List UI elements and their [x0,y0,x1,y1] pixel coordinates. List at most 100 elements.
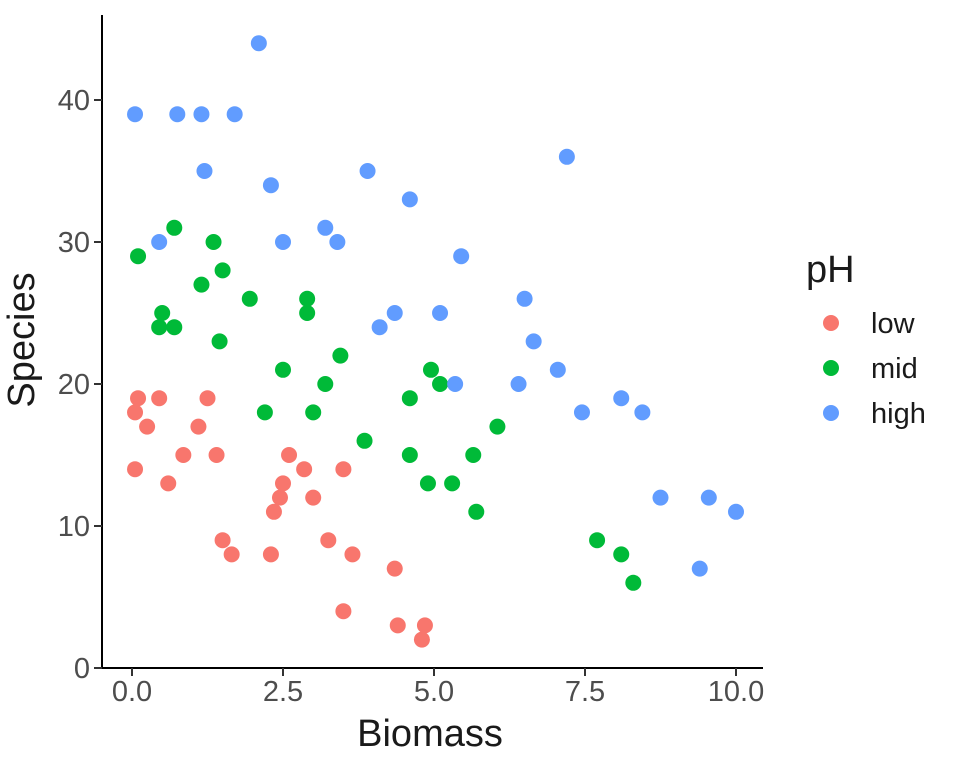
x-tick-label: 7.5 [565,676,605,708]
data-point-high [510,376,527,392]
legend-label-high: high [871,398,926,430]
data-point-mid [468,503,485,520]
data-point-low [199,390,216,407]
points-layer [127,35,744,648]
data-point-low [335,461,352,478]
legend-item-low: low [823,308,916,340]
data-point-high [573,404,590,421]
y-tick-label: 0 [74,653,90,685]
data-point-low [130,390,147,407]
y-tick-label: 40 [58,85,90,117]
data-point-low [389,617,406,634]
data-point-low [335,603,352,620]
legend-item-high: high [823,398,926,430]
data-point-high [359,163,376,179]
data-point-low [175,447,192,463]
data-point-high [728,503,744,520]
legend: pH low mid high [806,249,926,430]
data-point-high [226,106,243,123]
data-point-mid [465,447,482,463]
data-point-high [193,106,210,123]
data-point-low [190,418,207,435]
data-point-high [250,35,267,52]
data-point-low [413,631,430,648]
data-point-mid [193,276,210,293]
x-tick-label: 2.5 [263,676,303,708]
data-point-high [432,305,449,321]
data-point-high [453,248,470,265]
data-point-mid [419,475,436,492]
data-point-high [329,234,346,250]
data-point-high [652,489,669,506]
data-point-mid [256,404,273,421]
data-point-low [386,560,403,577]
data-point-mid [625,574,642,591]
data-point-low [160,475,177,492]
data-point-mid [205,234,222,250]
y-tick-label: 20 [58,369,90,401]
y-tick-label: 30 [58,227,90,259]
legend-label-mid: mid [871,353,918,385]
data-point-low [127,404,144,421]
data-point-low [416,617,433,634]
data-point-mid [332,347,349,364]
data-point-high [262,177,279,194]
data-point-mid [589,532,606,549]
data-point-low [223,546,240,563]
data-point-high [549,361,566,378]
data-point-mid [401,447,418,463]
data-point-mid [356,432,373,449]
data-point-mid [130,248,147,265]
y-tick-label: 10 [58,511,90,543]
data-point-mid [166,219,183,236]
data-point-mid [444,475,461,492]
data-point-low [344,546,361,563]
legend-swatch-low [823,315,839,331]
data-point-low [275,475,291,492]
legend-item-mid: mid [823,353,918,385]
data-point-low [296,461,313,478]
data-point-low [271,489,288,506]
data-point-high [275,234,291,250]
data-point-high [558,148,575,165]
legend-label-low: low [871,308,916,340]
data-point-mid [166,319,183,336]
data-point-high [196,163,213,179]
data-point-low [214,532,231,549]
data-point-low [262,546,279,563]
legend-swatch-high [823,405,839,421]
data-point-mid [401,390,418,407]
data-point-high [691,560,708,577]
x-tick-label: 5.0 [414,676,454,708]
x-tick-label: 0.0 [112,676,152,708]
data-point-low [320,532,337,549]
data-point-low [281,447,298,463]
data-point-mid [211,333,228,350]
x-tick-label: 10.0 [708,676,764,708]
data-point-high [401,191,418,208]
data-point-mid [151,319,168,336]
data-point-high [386,305,403,321]
data-point-mid [317,376,334,392]
x-axis-title: Biomass [357,713,503,755]
data-point-mid [299,290,316,307]
data-point-high [127,106,144,123]
data-point-high [447,376,464,392]
data-point-low [305,489,322,506]
data-point-low [127,461,144,478]
data-point-low [151,390,168,407]
data-point-mid [305,404,322,421]
data-point-low [208,447,225,463]
data-point-mid [489,418,506,435]
legend-swatch-mid [823,360,839,376]
data-point-mid [422,361,439,378]
data-point-high [700,489,717,506]
data-point-high [169,106,186,123]
data-point-low [139,418,156,435]
data-point-high [525,333,542,350]
x-axis-ticks: 0.0 2.5 5.0 7.5 10.0 [112,668,764,708]
data-point-low [265,503,282,520]
data-point-high [634,404,651,421]
